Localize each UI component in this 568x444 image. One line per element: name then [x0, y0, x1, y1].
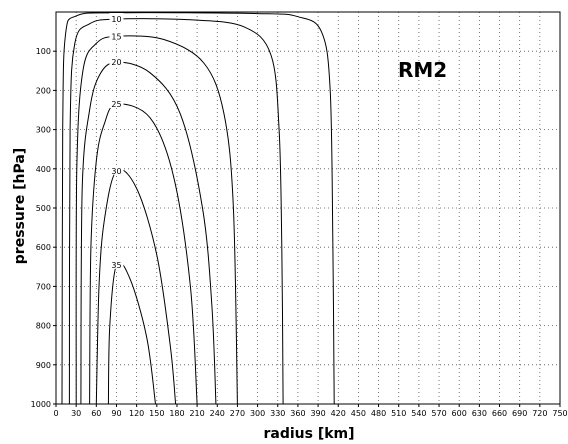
contour-label-bg [109, 31, 124, 41]
x-tick-label: 330 [270, 409, 285, 418]
x-ticks: 0 30 60 90 120 150 180 210 240 270 300 330 360 390 420… [53, 404, 568, 418]
x-tick-label: 60 [91, 409, 101, 418]
x-tick-label: 240 [210, 409, 225, 418]
x-tick-label: 120 [129, 409, 144, 418]
x-tick-label: 540 [411, 409, 426, 418]
x-tick-label: 300 [250, 409, 265, 418]
contour-label-35: 35 [111, 261, 121, 270]
contour-label-20: 20 [111, 58, 121, 67]
y-tick-label: 800 [36, 322, 51, 331]
x-tick-label: 390 [310, 409, 325, 418]
x-tick-label: 180 [169, 409, 184, 418]
y-tick-label: 200 [36, 86, 51, 95]
x-tick-label: 510 [391, 409, 406, 418]
x-tick-label: 420 [331, 409, 346, 418]
x-tick-label: 360 [290, 409, 305, 418]
x-tick-label: 150 [149, 409, 164, 418]
x-tick-label: 600 [452, 409, 467, 418]
contour-label-25: 25 [111, 100, 121, 109]
contour-label-bg [109, 259, 124, 269]
x-tick-label: 450 [351, 409, 366, 418]
x-tick-label: 690 [512, 409, 527, 418]
contour-label-bg [109, 57, 124, 67]
y-tick-label: 600 [36, 243, 51, 252]
x-tick-label: 750 [552, 409, 567, 418]
y-tick-label: 100 [36, 47, 51, 56]
contour-line-25 [89, 103, 198, 404]
x-tick-label: 480 [371, 409, 386, 418]
contour-label-bg [109, 14, 124, 24]
contour-label-10: 10 [111, 15, 121, 24]
contour-line-5 [61, 12, 335, 404]
contour-label-30: 30 [111, 167, 121, 176]
y-tick-label: 500 [36, 204, 51, 213]
x-tick-label: 210 [189, 409, 204, 418]
contour-line-15 [75, 35, 238, 404]
x-tick-label: 630 [472, 409, 487, 418]
y-tick-label: 1000 [31, 400, 51, 409]
x-tick-label: 270 [230, 409, 245, 418]
contour-line-30 [95, 168, 177, 404]
y-tick-label: 700 [36, 282, 51, 291]
panel-label: RM2 [398, 58, 447, 82]
contour-label-bg [109, 99, 124, 109]
y-axis-title: pressure [hPa] [12, 148, 28, 264]
y-tick-label: 900 [36, 361, 51, 370]
y-tick-label: 400 [36, 165, 51, 174]
x-tick-label: 30 [71, 409, 81, 418]
x-tick-label: 720 [532, 409, 547, 418]
x-tick-label: 0 [53, 409, 58, 418]
grid-lines [56, 12, 560, 404]
x-tick-label: 90 [111, 409, 121, 418]
contour-line-20 [80, 61, 217, 404]
x-tick-label: 660 [492, 409, 507, 418]
x-tick-label: 570 [431, 409, 446, 418]
contour-line-10 [68, 18, 284, 404]
contour-label-bg [109, 165, 124, 175]
y-ticks: 100 200 300 400 500 600 700 800 900 1000 [31, 47, 56, 409]
contour-lines: 5101520253035 [61, 12, 335, 404]
y-tick-label: 300 [36, 126, 51, 135]
x-axis-title: radius [km] [263, 426, 354, 442]
contour-label-15: 15 [111, 32, 121, 41]
contour-line-35 [107, 261, 156, 404]
